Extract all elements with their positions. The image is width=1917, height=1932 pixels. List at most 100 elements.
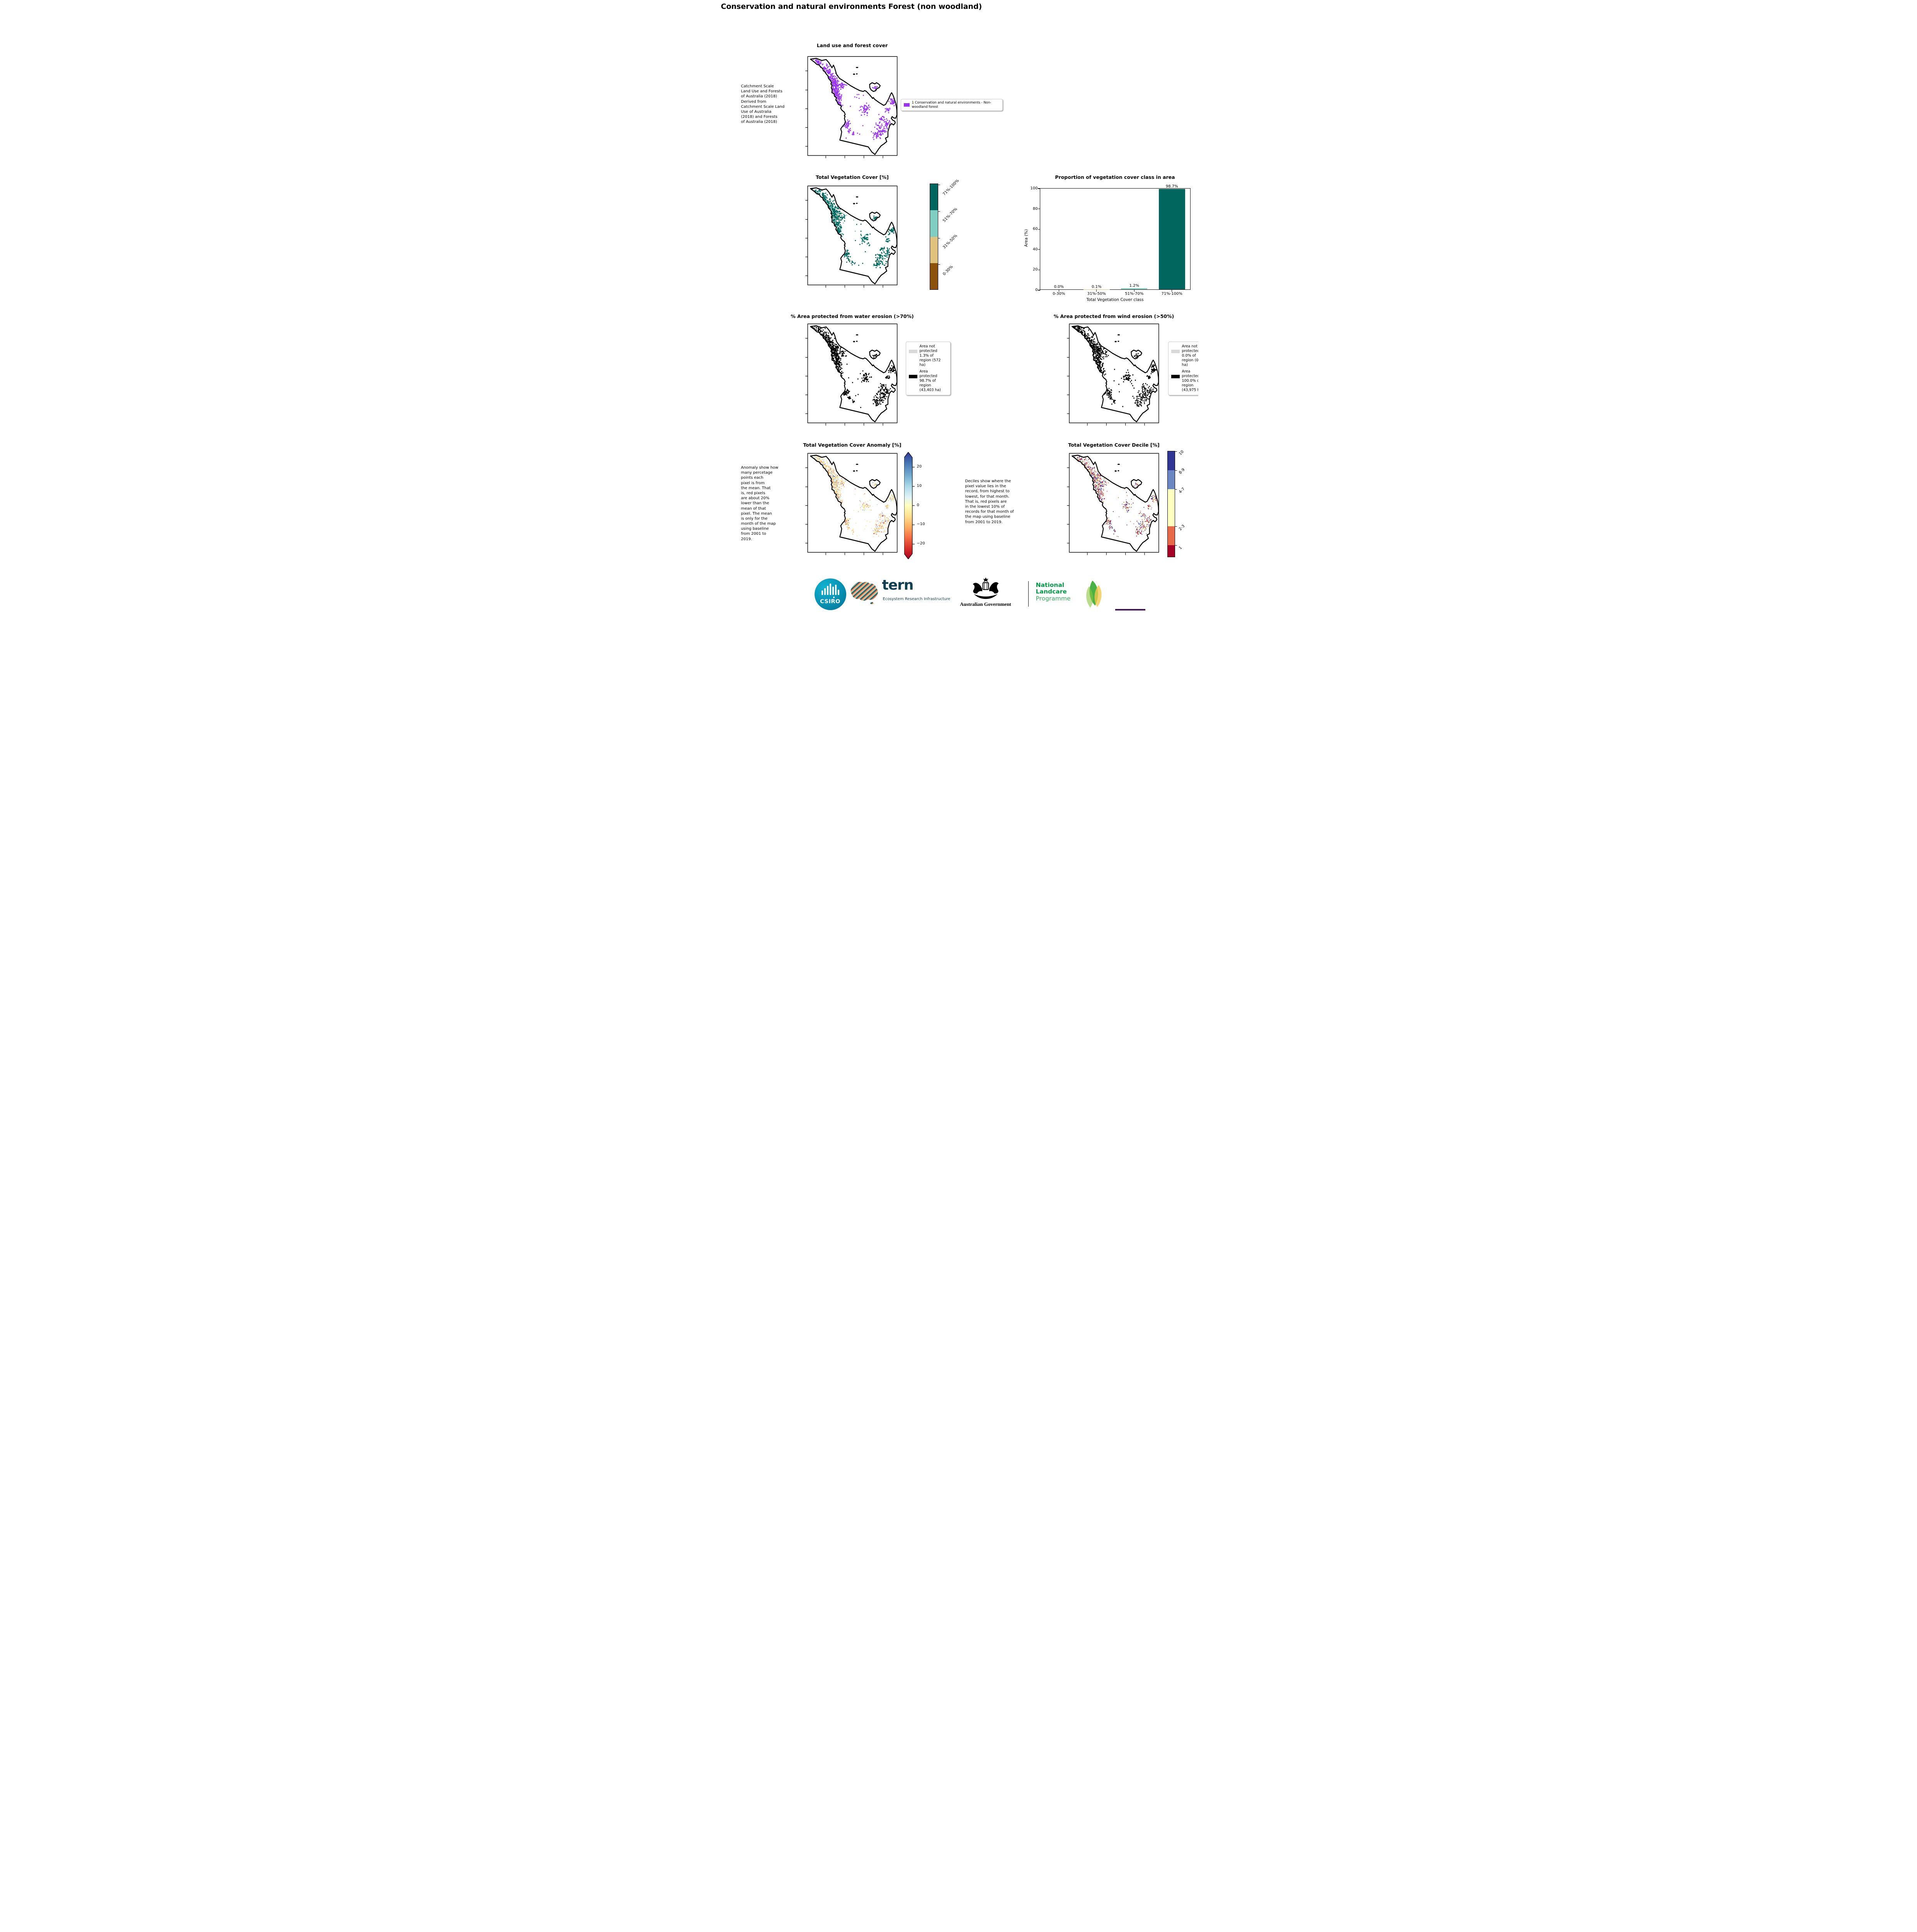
wind-notprotected-label: Area not protected 0.0% of region (0 ha)	[1182, 344, 1198, 367]
decile-colorbar-label-8-9: 8-9	[1178, 468, 1186, 475]
anomaly-tick-0: 0	[917, 503, 919, 507]
decile-colorbar-label-4-7: 4-7	[1178, 487, 1186, 495]
bar-value-label: 0.0%	[1054, 285, 1064, 289]
wind-legend-entry-notprotected: Area not protected 0.0% of region (0 ha)	[1171, 344, 1198, 367]
bar-x-tick-label: 51%-70%	[1125, 292, 1144, 296]
anomaly-side-text: Anomaly show how many percetage points e…	[741, 466, 779, 541]
anomaly-map	[804, 451, 901, 557]
decile-colorbar-segment	[1167, 489, 1175, 526]
anomaly-tick-neg20: −20	[917, 541, 925, 546]
landuse-legend-swatch	[903, 103, 910, 107]
water-legend-entry-protected: Area protected 98.7% of region (43,403 h…	[908, 369, 947, 392]
wind-legend: Area not protected 0.0% of region (0 ha)…	[1168, 342, 1198, 395]
bar-y-tick-mark	[1038, 188, 1040, 189]
bar-y-tick-mark	[1038, 229, 1040, 230]
page-title: Conservation and natural environments Fo…	[721, 2, 982, 11]
water-protected-label: Area protected 98.7% of region (43,403 h…	[919, 369, 941, 392]
csiro-dot-icon	[833, 597, 835, 598]
wind-protected-swatch	[1171, 375, 1180, 379]
decile-colorbar-segment	[1167, 526, 1175, 545]
bar-x-tick-label: 31%-50%	[1087, 292, 1106, 296]
vegcover-colorbar-label-1: 71%-100%	[942, 179, 960, 197]
water-panel-title: % Area protected from water erosion (>70…	[791, 313, 914, 319]
anomaly-panel-title: Total Vegetation Cover Anomaly [%]	[803, 442, 902, 448]
water-notprotected-swatch	[908, 350, 917, 353]
bar-x-tick-label: 71%-100%	[1161, 292, 1183, 296]
wind-erosion-map	[1066, 321, 1162, 428]
vegcover-colorbar-segment	[930, 210, 938, 237]
landuse-legend: 1 Conservation and natural environments …	[900, 99, 1003, 111]
vegcover-colorbar-label-4: 0-30%	[942, 264, 954, 277]
anomaly-tick-neg10: −10	[917, 522, 925, 526]
anomaly-tick-10: 10	[917, 484, 922, 488]
decile-colorbar-tick	[1175, 526, 1177, 527]
tern-wordmark: tern	[882, 577, 914, 593]
vegcover-colorbar-segment	[930, 184, 938, 211]
vegcover-colorbar-label-2: 51%-70%	[942, 207, 958, 223]
landcare-line-3: Programme	[1036, 595, 1071, 602]
bar-y-tick-label: 40	[1032, 247, 1038, 252]
decile-colorbar-label-10: 10	[1178, 449, 1185, 456]
vegcover-map	[804, 184, 901, 290]
decile-colorbar-segment	[1167, 545, 1175, 557]
vegcover-colorbar-label-3: 31%-50%	[942, 233, 958, 250]
wind-notprotected-swatch	[1171, 350, 1180, 353]
water-protected-swatch	[908, 375, 917, 379]
landcare-line-1: National	[1036, 582, 1065, 588]
water-notprotected-label: Area not protected 1.3% of region (572 h…	[919, 344, 941, 367]
water-erosion-map	[804, 321, 901, 428]
decile-colorbar-tick	[1175, 451, 1177, 452]
landuse-map	[804, 54, 901, 160]
landcare-leaves-icon	[1078, 579, 1106, 611]
decile-colorbar-label-1: 1	[1178, 546, 1183, 551]
wind-protected-label: Area protected 100.0% of region (43,975 …	[1182, 369, 1198, 392]
water-legend-entry-notprotected: Area not protected 1.3% of region (572 h…	[908, 344, 947, 367]
bar-y-tick-label: 60	[1032, 227, 1038, 231]
bar-value-label: 1.2%	[1129, 283, 1139, 288]
report-page: Conservation and natural environments Fo…	[719, 0, 1198, 611]
decile-colorbar-segment	[1167, 451, 1175, 471]
vegcover-colorbar-segment	[930, 236, 938, 263]
bar-71%-100%	[1158, 189, 1185, 289]
bar-y-tick-label: 20	[1032, 267, 1038, 272]
bar-y-tick-label: 0	[1035, 288, 1038, 292]
decile-colorbar	[1167, 451, 1177, 557]
wind-legend-entry-protected: Area protected 100.0% of region (43,975 …	[1171, 369, 1198, 392]
bar-y-tick-label: 80	[1032, 206, 1038, 211]
bar-51%-70%	[1121, 288, 1148, 289]
decile-colorbar-tick	[1175, 545, 1177, 546]
tern-subtitle: Ecosystem Research Infrastructure	[883, 597, 951, 601]
landcare-line-2: Landcare	[1036, 588, 1067, 595]
anomaly-tick-20: 20	[917, 464, 922, 469]
decile-colorbar-tick	[1175, 470, 1177, 471]
bar-chart-xlabel: Total Vegetation Cover class	[1086, 298, 1144, 302]
australian-government-crest-icon	[968, 577, 1003, 602]
vegcover-colorbar-tick	[938, 211, 940, 212]
footer-divider	[1028, 581, 1029, 607]
csiro-wave-icon	[815, 583, 846, 595]
decile-colorbar-segment	[1167, 470, 1175, 490]
vegcover-colorbar	[929, 184, 940, 290]
csiro-logo: CSIRO	[814, 578, 846, 610]
anomaly-colorbar	[903, 452, 916, 561]
bar-chart-title: Proportion of vegetation cover class in …	[1055, 174, 1175, 180]
bar-value-label: 0.1%	[1092, 284, 1102, 289]
bar-x-tick-label: 0-30%	[1053, 292, 1065, 296]
landuse-panel-title: Land use and forest cover	[816, 43, 888, 48]
bar-chart-plot: 0 20 40 60 80 100 0.0% 0-30% 0.1% 31%-50% 1.2% 51%-…	[1030, 184, 1191, 296]
water-legend: Area not protected 1.3% of region (572 h…	[905, 342, 951, 395]
decile-map	[1066, 451, 1162, 557]
decile-colorbar-tick	[1175, 489, 1177, 490]
bar-x-tick-mark	[1134, 289, 1135, 292]
bar-x-tick-mark	[1096, 289, 1097, 292]
landcare-wordmark: National Landcare Programme	[1036, 582, 1071, 602]
landuse-legend-label: 1 Conservation and natural environments …	[912, 101, 992, 109]
decile-colorbar-label-2-3: 2-3	[1178, 524, 1186, 532]
australian-government-wordmark: Australian Government	[960, 601, 1011, 607]
decile-side-text: Deciles show where the pixel value lies …	[965, 479, 1014, 524]
vegcover-panel-title: Total Vegetation Cover [%]	[816, 174, 889, 180]
landuse-side-text: Catchment Scale Land Use and Forests of …	[741, 84, 785, 124]
bar-chart-ylabel: Area (%)	[1024, 229, 1029, 247]
nsw-government-logo: NSW GOVERNMENT	[1115, 609, 1145, 611]
vegcover-colorbar-tick	[938, 264, 940, 265]
